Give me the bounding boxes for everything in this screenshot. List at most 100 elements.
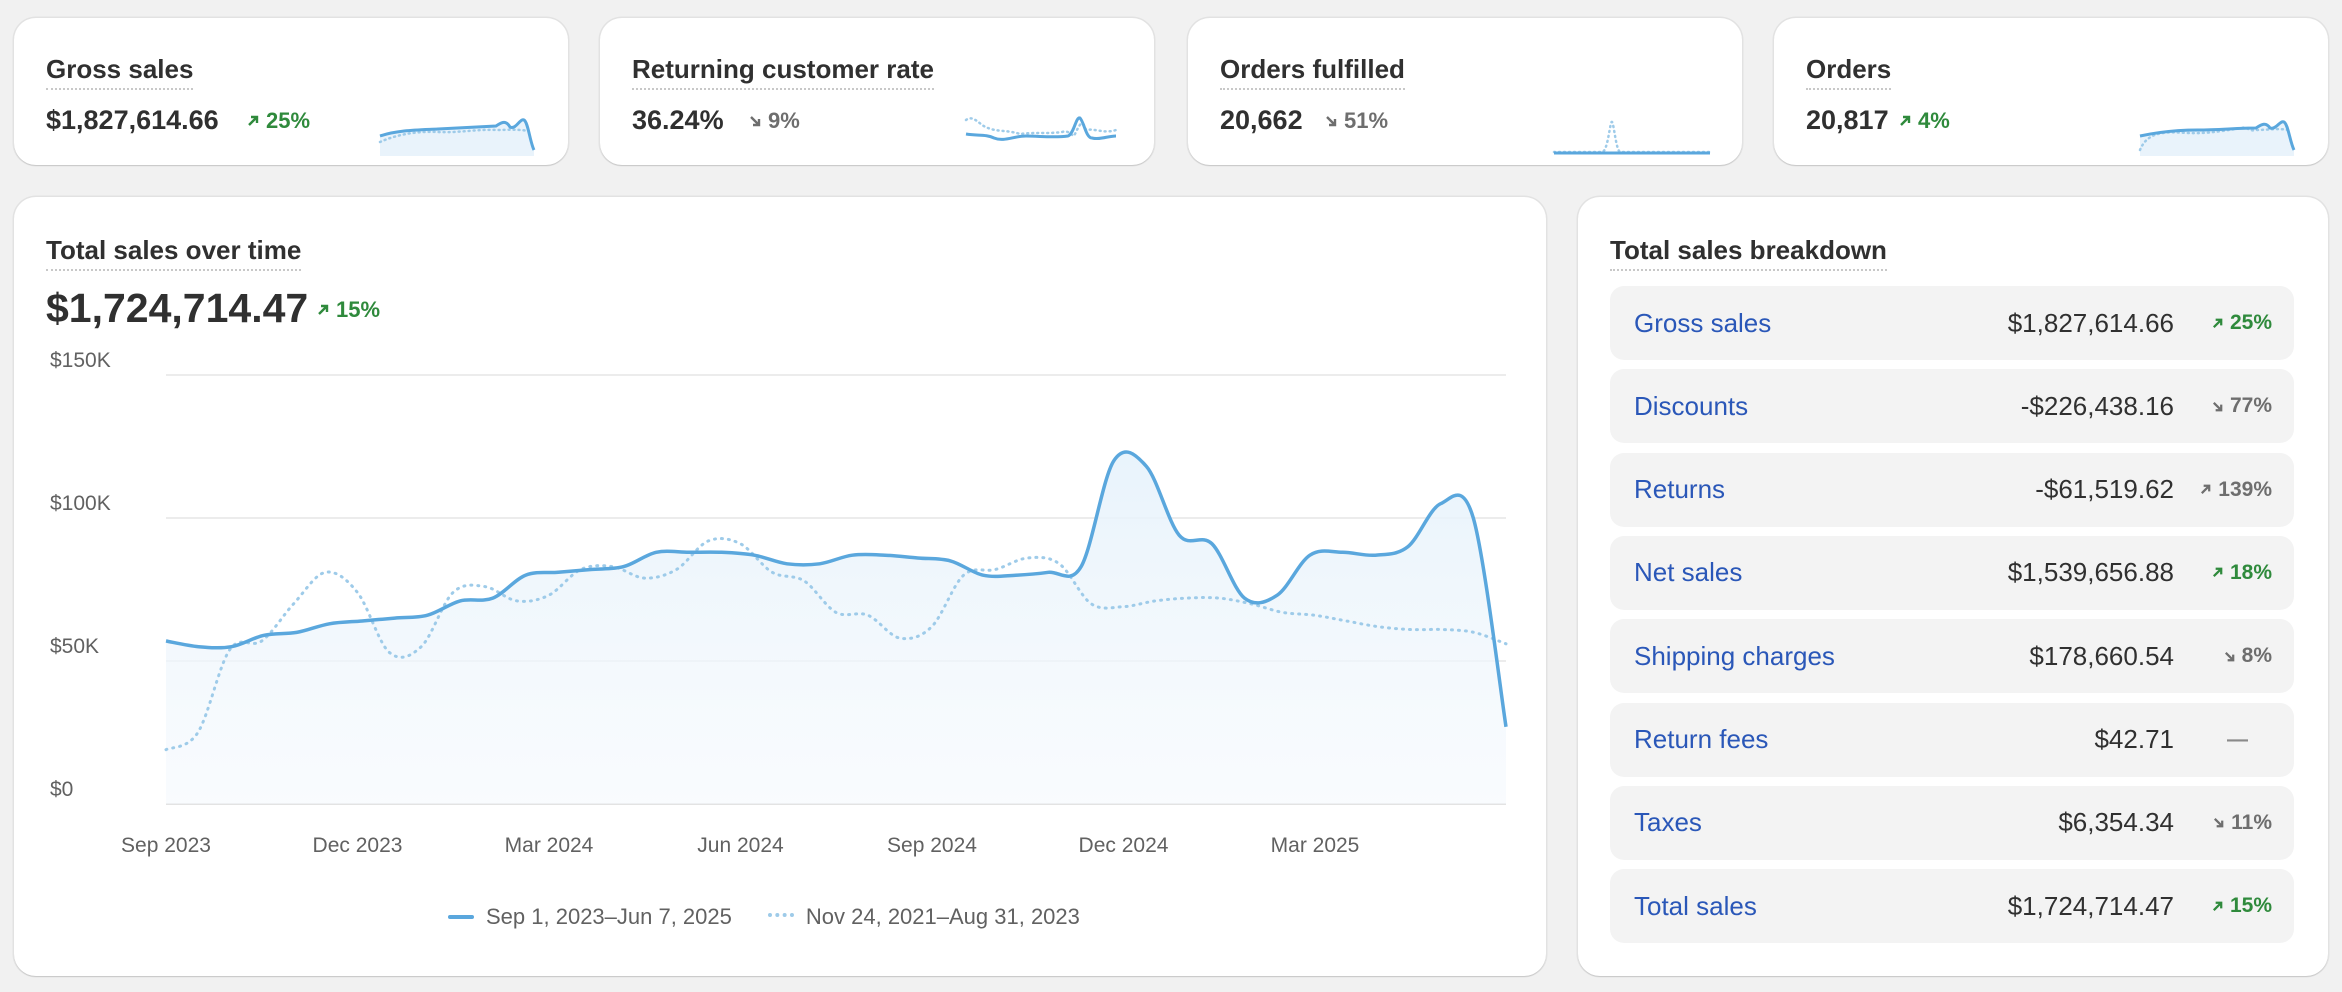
legend-dotted-line-icon: [767, 913, 794, 921]
breakdown-row-delta: 77%: [2186, 394, 2272, 418]
breakdown-row[interactable]: Return fees $42.71 —: [1610, 702, 2294, 777]
breakdown-row-delta: 25%: [2186, 311, 2272, 335]
kpi-delta-value: 25%: [266, 108, 311, 133]
x-tick-label: Sep 2023: [121, 834, 211, 857]
x-tick-label: Mar 2024: [505, 834, 594, 857]
legend-current-label[interactable]: Sep 1, 2023–Jun 7, 2025: [486, 904, 732, 929]
y-tick-label: $100K: [50, 492, 111, 515]
chart-legend: Sep 1, 2023–Jun 7, 2025 Nov 24, 2021–Aug…: [448, 904, 1080, 930]
arrow-up-right-icon: [2212, 318, 2223, 328]
kpi-delta-value: 51%: [1344, 108, 1389, 133]
chart-title[interactable]: Total sales over time: [46, 235, 302, 271]
arrow-up-right-icon: [2201, 484, 2211, 495]
arrow-down-right-icon: [2212, 401, 2223, 412]
breakdown-row[interactable]: Total sales $1,724,714.47 15%: [1610, 869, 2294, 944]
y-tick-label: $150K: [50, 349, 111, 372]
kpi-title[interactable]: Orders fulfilled: [1220, 54, 1405, 90]
series-area-current: [166, 451, 1506, 804]
breakdown-row-delta: 11%: [2186, 811, 2272, 835]
kpi-delta-value: 9%: [768, 108, 800, 133]
breakdown-row-delta: 18%: [2186, 561, 2272, 585]
breakdown-row-label[interactable]: Total sales: [1634, 890, 1757, 921]
arrow-up-right-icon: [1900, 115, 1911, 126]
y-tick-label: $50K: [50, 635, 99, 658]
breakdown-row-label[interactable]: Discounts: [1634, 390, 1749, 421]
kpi-value: $1,827,614.66: [46, 105, 219, 135]
breakdown-row-delta: 8%: [2186, 644, 2272, 668]
breakdown-row-value: $42.71: [2094, 724, 2174, 754]
chart-total: $1,724,714.47: [46, 285, 309, 331]
kpi-card-gross-sales[interactable]: Gross sales $1,827,614.66 25%: [14, 18, 568, 165]
breakdown-row-value: -$61,519.62: [2035, 474, 2174, 505]
x-tick-label: Dec 2023: [313, 834, 403, 857]
kpi-title[interactable]: Gross sales: [46, 54, 194, 90]
breakdown-row-delta: —: [2227, 728, 2248, 752]
arrow-up-right-icon: [2212, 901, 2223, 911]
chart-total-delta: 15%: [316, 297, 380, 323]
breakdown-row-label[interactable]: Taxes: [1634, 807, 1702, 838]
y-tick-label: $0: [50, 778, 73, 801]
kpi-delta: 51%: [1324, 108, 1388, 134]
arrow-up-right-icon: [248, 115, 259, 126]
kpi-card-orders[interactable]: Orders 20,817 4%: [1774, 18, 2328, 165]
kpi-card-orders-fulfilled[interactable]: Orders fulfilled 20,662 51%: [1188, 18, 1742, 165]
breakdown-row[interactable]: Returns -$61,519.62 139%: [1610, 452, 2294, 527]
breakdown-row[interactable]: Gross sales $1,827,614.66 25%: [1610, 286, 2294, 360]
breakdown-row-delta-value: 8%: [2241, 644, 2272, 668]
sales-line-chart[interactable]: $0 $50K $100K $150K Sep 2023 Dec 2023 Mar 2024…: [14, 197, 1546, 897]
breakdown-row-delta: 15%: [2186, 894, 2272, 918]
x-tick-label: Dec 2024: [1079, 834, 1169, 857]
legend-solid-line-icon: [448, 915, 474, 919]
series-line-current: [165, 450, 1508, 728]
breakdown-row-value: $1,539,656.88: [2007, 557, 2174, 588]
breakdown-row-value: $6,354.34: [2058, 807, 2174, 838]
breakdown-row-value: $178,660.54: [2029, 640, 2174, 671]
kpi-title[interactable]: Returning customer rate: [632, 54, 934, 90]
arrow-down-right-icon: [1326, 116, 1337, 127]
sparkline-returning-customer-rate: [964, 116, 1118, 141]
kpi-delta: 25%: [246, 108, 310, 134]
x-tick-label: Jun 2024: [697, 834, 784, 857]
chart-total-delta-value: 15%: [336, 297, 381, 322]
breakdown-row-label[interactable]: Return fees: [1634, 724, 1769, 754]
breakdown-row-label[interactable]: Shipping charges: [1634, 640, 1835, 671]
arrow-up-right-icon: [318, 304, 329, 315]
sales-breakdown-card: Total sales breakdown Gross sales $1,827,…: [1578, 197, 2328, 976]
x-tick-label: Mar 2025: [1271, 834, 1360, 857]
kpi-value: 36.24%: [632, 105, 724, 135]
kpi-value: 20,817: [1806, 105, 1889, 135]
sparkline-orders-fulfilled: [1552, 120, 1712, 155]
breakdown-row[interactable]: Net sales $1,539,656.88 18%: [1610, 535, 2294, 610]
breakdown-row-label[interactable]: Gross sales: [1634, 307, 1772, 338]
kpi-delta-value: 4%: [1918, 108, 1950, 133]
kpi-value: 20,662: [1220, 105, 1303, 135]
breakdown-row[interactable]: Shipping charges $178,660.54 8%: [1610, 619, 2294, 694]
breakdown-row-delta-value: 18%: [2229, 560, 2272, 584]
breakdown-row-delta-value: 11%: [2231, 810, 2272, 834]
breakdown-row-label[interactable]: Net sales: [1634, 557, 1743, 588]
breakdown-row-delta-value: —: [2227, 727, 2248, 751]
breakdown-row-delta-value: 139%: [2218, 477, 2272, 501]
sparkline-orders: [2138, 120, 2296, 156]
breakdown-title[interactable]: Total sales breakdown: [1610, 235, 1887, 271]
breakdown-row-label[interactable]: Returns: [1634, 474, 1726, 505]
breakdown-row-delta: 139%: [2186, 478, 2272, 502]
legend-previous-label[interactable]: Nov 24, 2021–Aug 31, 2023: [805, 904, 1080, 929]
kpi-delta: 9%: [748, 108, 800, 134]
kpi-title[interactable]: Orders: [1806, 54, 1892, 90]
sales-over-time-card: Total sales over time $1,724,714.47 15% …: [14, 197, 1546, 976]
breakdown-row-delta-value: 25%: [2229, 311, 2272, 334]
arrow-down-right-icon: [2214, 818, 2224, 828]
breakdown-row-value: $1,827,614.66: [2007, 307, 2174, 338]
series-line-previous: [164, 537, 1508, 752]
breakdown-row-delta-value: 15%: [2229, 894, 2272, 918]
arrow-down-right-icon: [750, 116, 761, 127]
kpi-delta: 4%: [1898, 108, 1950, 134]
kpi-card-returning-customer-rate[interactable]: Returning customer rate 36.24% 9%: [600, 18, 1154, 165]
breakdown-row-value: -$226,438.16: [2020, 390, 2174, 421]
arrow-up-right-icon: [2212, 568, 2223, 578]
breakdown-row[interactable]: Discounts -$226,438.16 77%: [1610, 369, 2294, 444]
breakdown-row[interactable]: Taxes $6,354.34 11%: [1610, 785, 2294, 860]
breakdown-row-delta-value: 77%: [2229, 394, 2272, 418]
x-tick-label: Sep 2024: [887, 834, 977, 857]
